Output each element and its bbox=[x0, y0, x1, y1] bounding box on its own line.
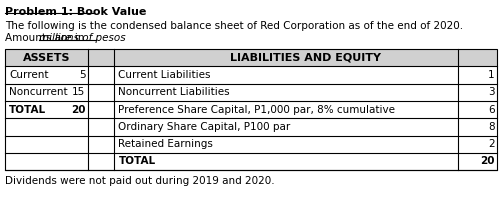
Text: 2: 2 bbox=[487, 139, 493, 149]
Text: Current Liabilities: Current Liabilities bbox=[118, 70, 210, 80]
Text: millions of pesos: millions of pesos bbox=[39, 33, 126, 43]
Text: TOTAL: TOTAL bbox=[118, 156, 155, 167]
Text: Noncurrent Liabilities: Noncurrent Liabilities bbox=[118, 87, 229, 97]
Text: LIABILITIES AND EQUITY: LIABILITIES AND EQUITY bbox=[230, 53, 380, 62]
Text: Preference Share Capital, P1,000 par, 8% cumulative: Preference Share Capital, P1,000 par, 8%… bbox=[118, 104, 395, 115]
Text: 5: 5 bbox=[79, 70, 85, 80]
Text: 8: 8 bbox=[487, 122, 493, 132]
Text: 20: 20 bbox=[479, 156, 493, 167]
Text: 1: 1 bbox=[487, 70, 493, 80]
Text: Current: Current bbox=[9, 70, 49, 80]
Text: Noncurrent: Noncurrent bbox=[9, 87, 68, 97]
Text: The following is the condensed balance sheet of Red Corporation as of the end of: The following is the condensed balance s… bbox=[5, 21, 462, 31]
Text: Retained Earnings: Retained Earnings bbox=[118, 139, 213, 149]
Text: ASSETS: ASSETS bbox=[23, 53, 70, 62]
Text: 6: 6 bbox=[487, 104, 493, 115]
Text: Amounts are in: Amounts are in bbox=[5, 33, 88, 43]
Text: Ordinary Share Capital, P100 par: Ordinary Share Capital, P100 par bbox=[118, 122, 290, 132]
Text: 20: 20 bbox=[71, 104, 85, 115]
Text: 15: 15 bbox=[72, 87, 85, 97]
Text: Dividends were not paid out during 2019 and 2020.: Dividends were not paid out during 2019 … bbox=[5, 176, 274, 186]
Text: 3: 3 bbox=[487, 87, 493, 97]
Text: Problem 1: Book Value: Problem 1: Book Value bbox=[5, 7, 146, 17]
Text: TOTAL: TOTAL bbox=[9, 104, 46, 115]
Text: .: . bbox=[96, 33, 100, 43]
